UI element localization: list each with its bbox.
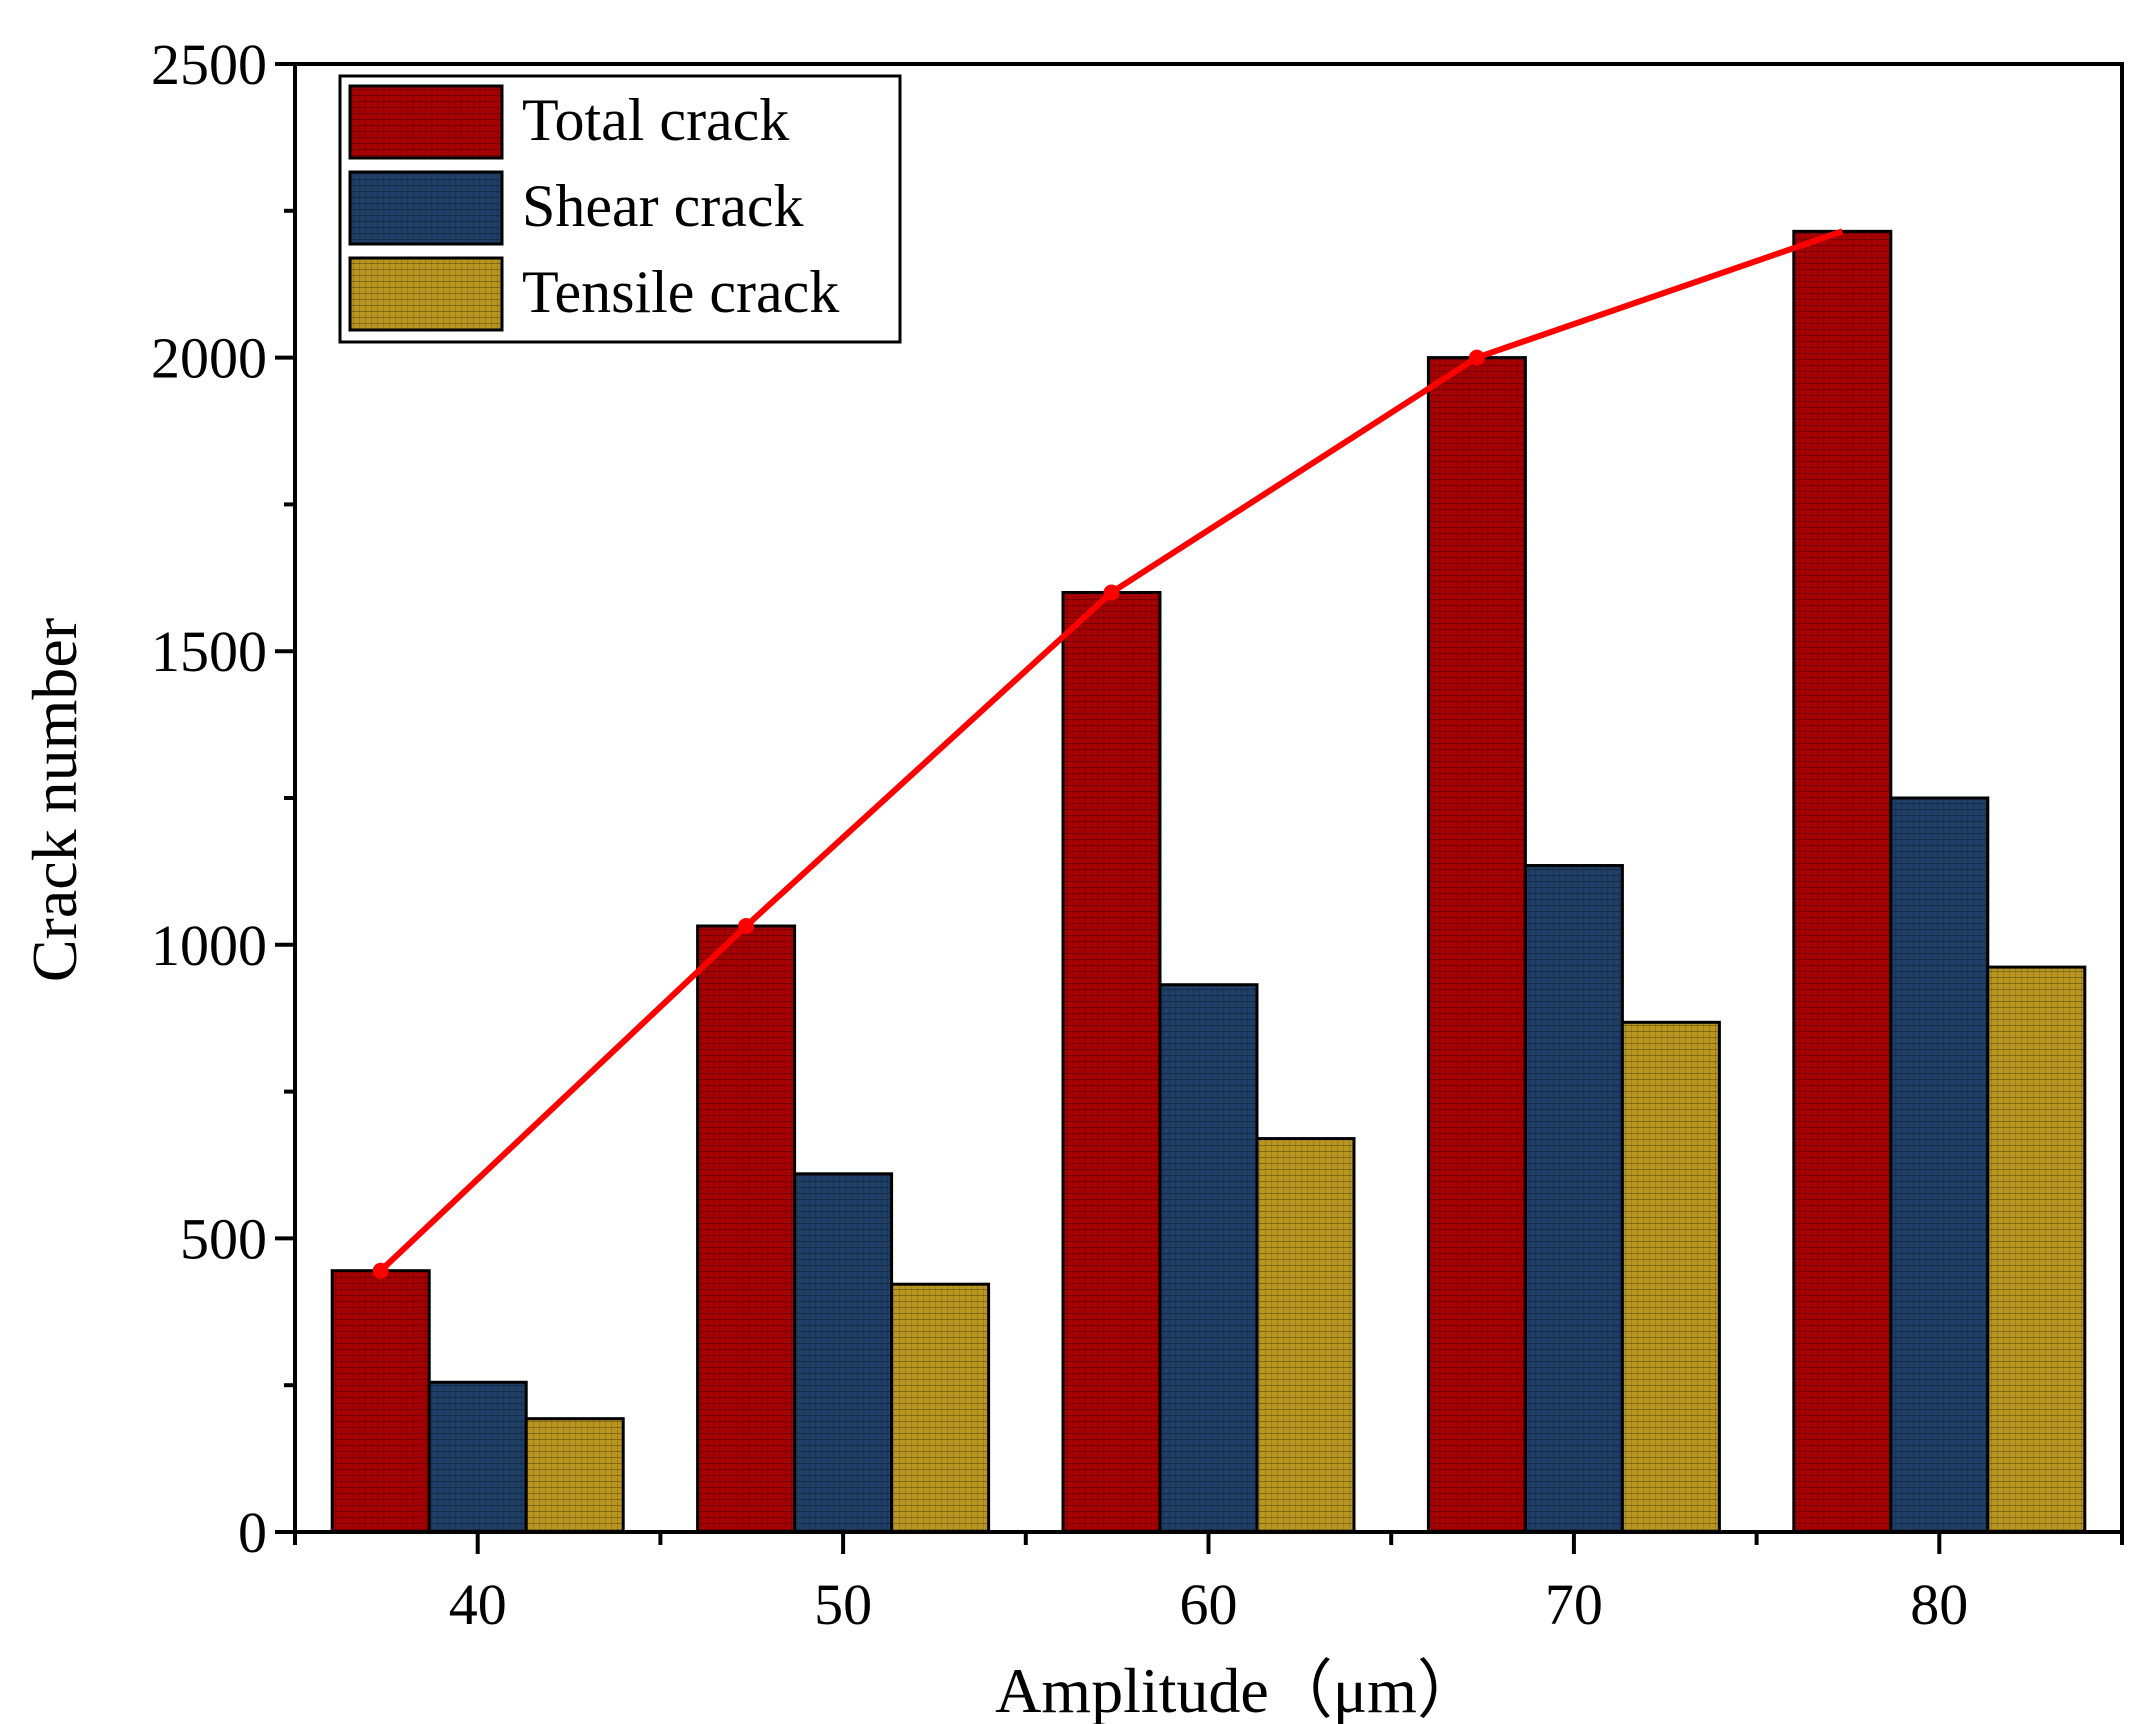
bar-texture-total-crack-70 [1429, 359, 1524, 1531]
x-tick-label-60: 60 [1180, 1572, 1238, 1637]
trend-point-70 [1468, 349, 1485, 366]
y-tick-label-0: 0 [238, 1500, 267, 1565]
legend-label-total-crack: Total crack [522, 87, 789, 153]
trend-point-40 [372, 1262, 389, 1279]
trend-point-60 [1103, 584, 1120, 601]
y-tick-label-2000: 2000 [151, 326, 267, 391]
bar-texture-shear-crack-50 [796, 1175, 891, 1531]
x-tick-label-50: 50 [814, 1572, 872, 1637]
bar-texture-shear-crack-40 [430, 1383, 525, 1531]
bar-texture-total-crack-60 [1064, 593, 1159, 1531]
legend-swatch-texture-tensile-crack [351, 259, 501, 329]
x-tick-label-80: 80 [1910, 1572, 1968, 1637]
y-tick-label-2500: 2500 [151, 32, 267, 97]
bar-texture-tensile-crack-40 [527, 1420, 622, 1531]
legend-swatch-texture-total-crack [351, 87, 501, 157]
y-tick-label-1000: 1000 [151, 913, 267, 978]
y-tick-label-1500: 1500 [151, 619, 267, 684]
bar-texture-tensile-crack-50 [893, 1285, 988, 1531]
bar-texture-tensile-crack-60 [1258, 1140, 1353, 1531]
x-tick-label-70: 70 [1545, 1572, 1603, 1637]
y-axis-label: Crack number [19, 618, 90, 982]
bar-texture-shear-crack-70 [1526, 867, 1621, 1531]
bar-texture-shear-crack-60 [1161, 986, 1256, 1531]
y-tick-label-500: 500 [180, 1206, 267, 1271]
x-tick-label-40: 40 [449, 1572, 507, 1637]
legend-swatch-texture-shear-crack [351, 173, 501, 243]
plot-area: 0 500 1000 1500 2000 2500 40 50 60 70 80 [151, 32, 2124, 1637]
legend: Total crack Shear crack Tensile crack [338, 74, 902, 344]
bar-texture-total-crack-40 [333, 1272, 428, 1531]
bar-texture-total-crack-50 [699, 927, 794, 1531]
bar-texture-tensile-crack-70 [1623, 1023, 1718, 1531]
bar-texture-shear-crack-80 [1892, 799, 1987, 1531]
bar-texture-total-crack-80 [1795, 232, 1890, 1531]
bar-texture-tensile-crack-80 [1989, 968, 2084, 1531]
legend-label-shear-crack: Shear crack [522, 173, 803, 239]
trend-point-50 [738, 918, 755, 935]
x-axis-label: Amplitude（μm） [995, 1655, 1481, 1724]
legend-label-tensile-crack: Tensile crack [522, 259, 839, 325]
